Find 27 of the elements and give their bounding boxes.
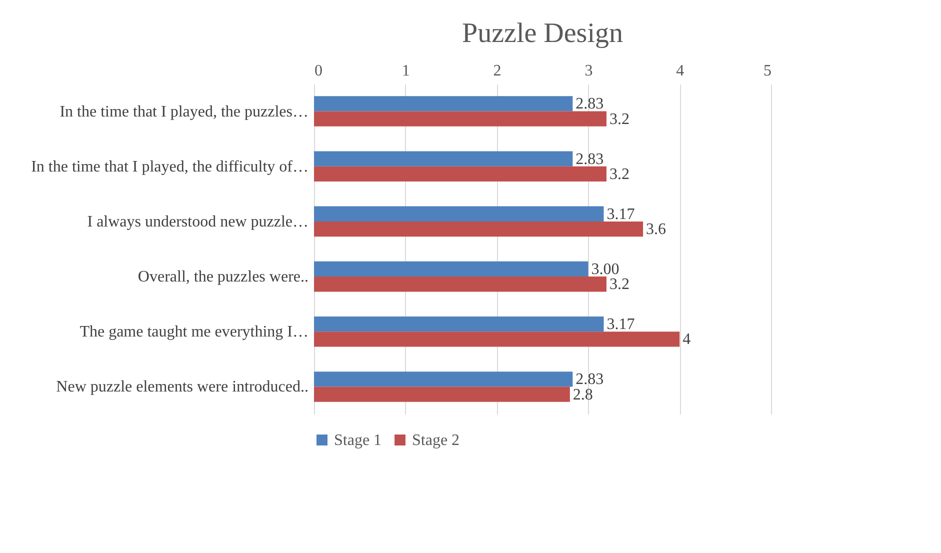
- data-label: 2.83: [576, 371, 604, 388]
- data-label: 2.8: [572, 386, 593, 404]
- data-label: 3.17: [606, 206, 635, 223]
- x-tick-label: 5: [764, 62, 772, 80]
- data-label: 2.83: [576, 96, 604, 113]
- data-label: 3.2: [609, 276, 630, 294]
- x-tick-label: 2: [493, 62, 502, 80]
- x-tick-label: 3: [584, 62, 593, 80]
- y-tick-label: I always understood new puzzle…: [87, 213, 308, 230]
- data-label: 3.2: [609, 166, 630, 183]
- y-tick-label: The game taught me everything I…: [80, 324, 308, 341]
- legend-label: Stage 1: [334, 432, 382, 449]
- data-label: 3.2: [609, 110, 630, 128]
- y-tick-label: New puzzle elements were introduced..: [56, 378, 308, 396]
- y-tick-label: Overall, the puzzles were..: [138, 268, 308, 286]
- data-label: 3.00: [591, 260, 620, 278]
- data-label: 2.83: [576, 150, 604, 168]
- legend-label: Stage 2: [412, 432, 460, 449]
- chart-title: Puzzle Design: [462, 18, 623, 49]
- data-label: 3.17: [606, 316, 635, 334]
- x-tick-label: 1: [402, 62, 410, 80]
- x-tick-label: 4: [676, 62, 684, 80]
- data-label: 4: [682, 331, 691, 348]
- data-label: 3.6: [646, 221, 666, 238]
- x-tick-label: 0: [314, 62, 322, 80]
- y-tick-label: In the time that I played, the difficulty of…: [31, 158, 308, 176]
- y-tick-label: In the time that I played, the puzzles…: [60, 103, 308, 120]
